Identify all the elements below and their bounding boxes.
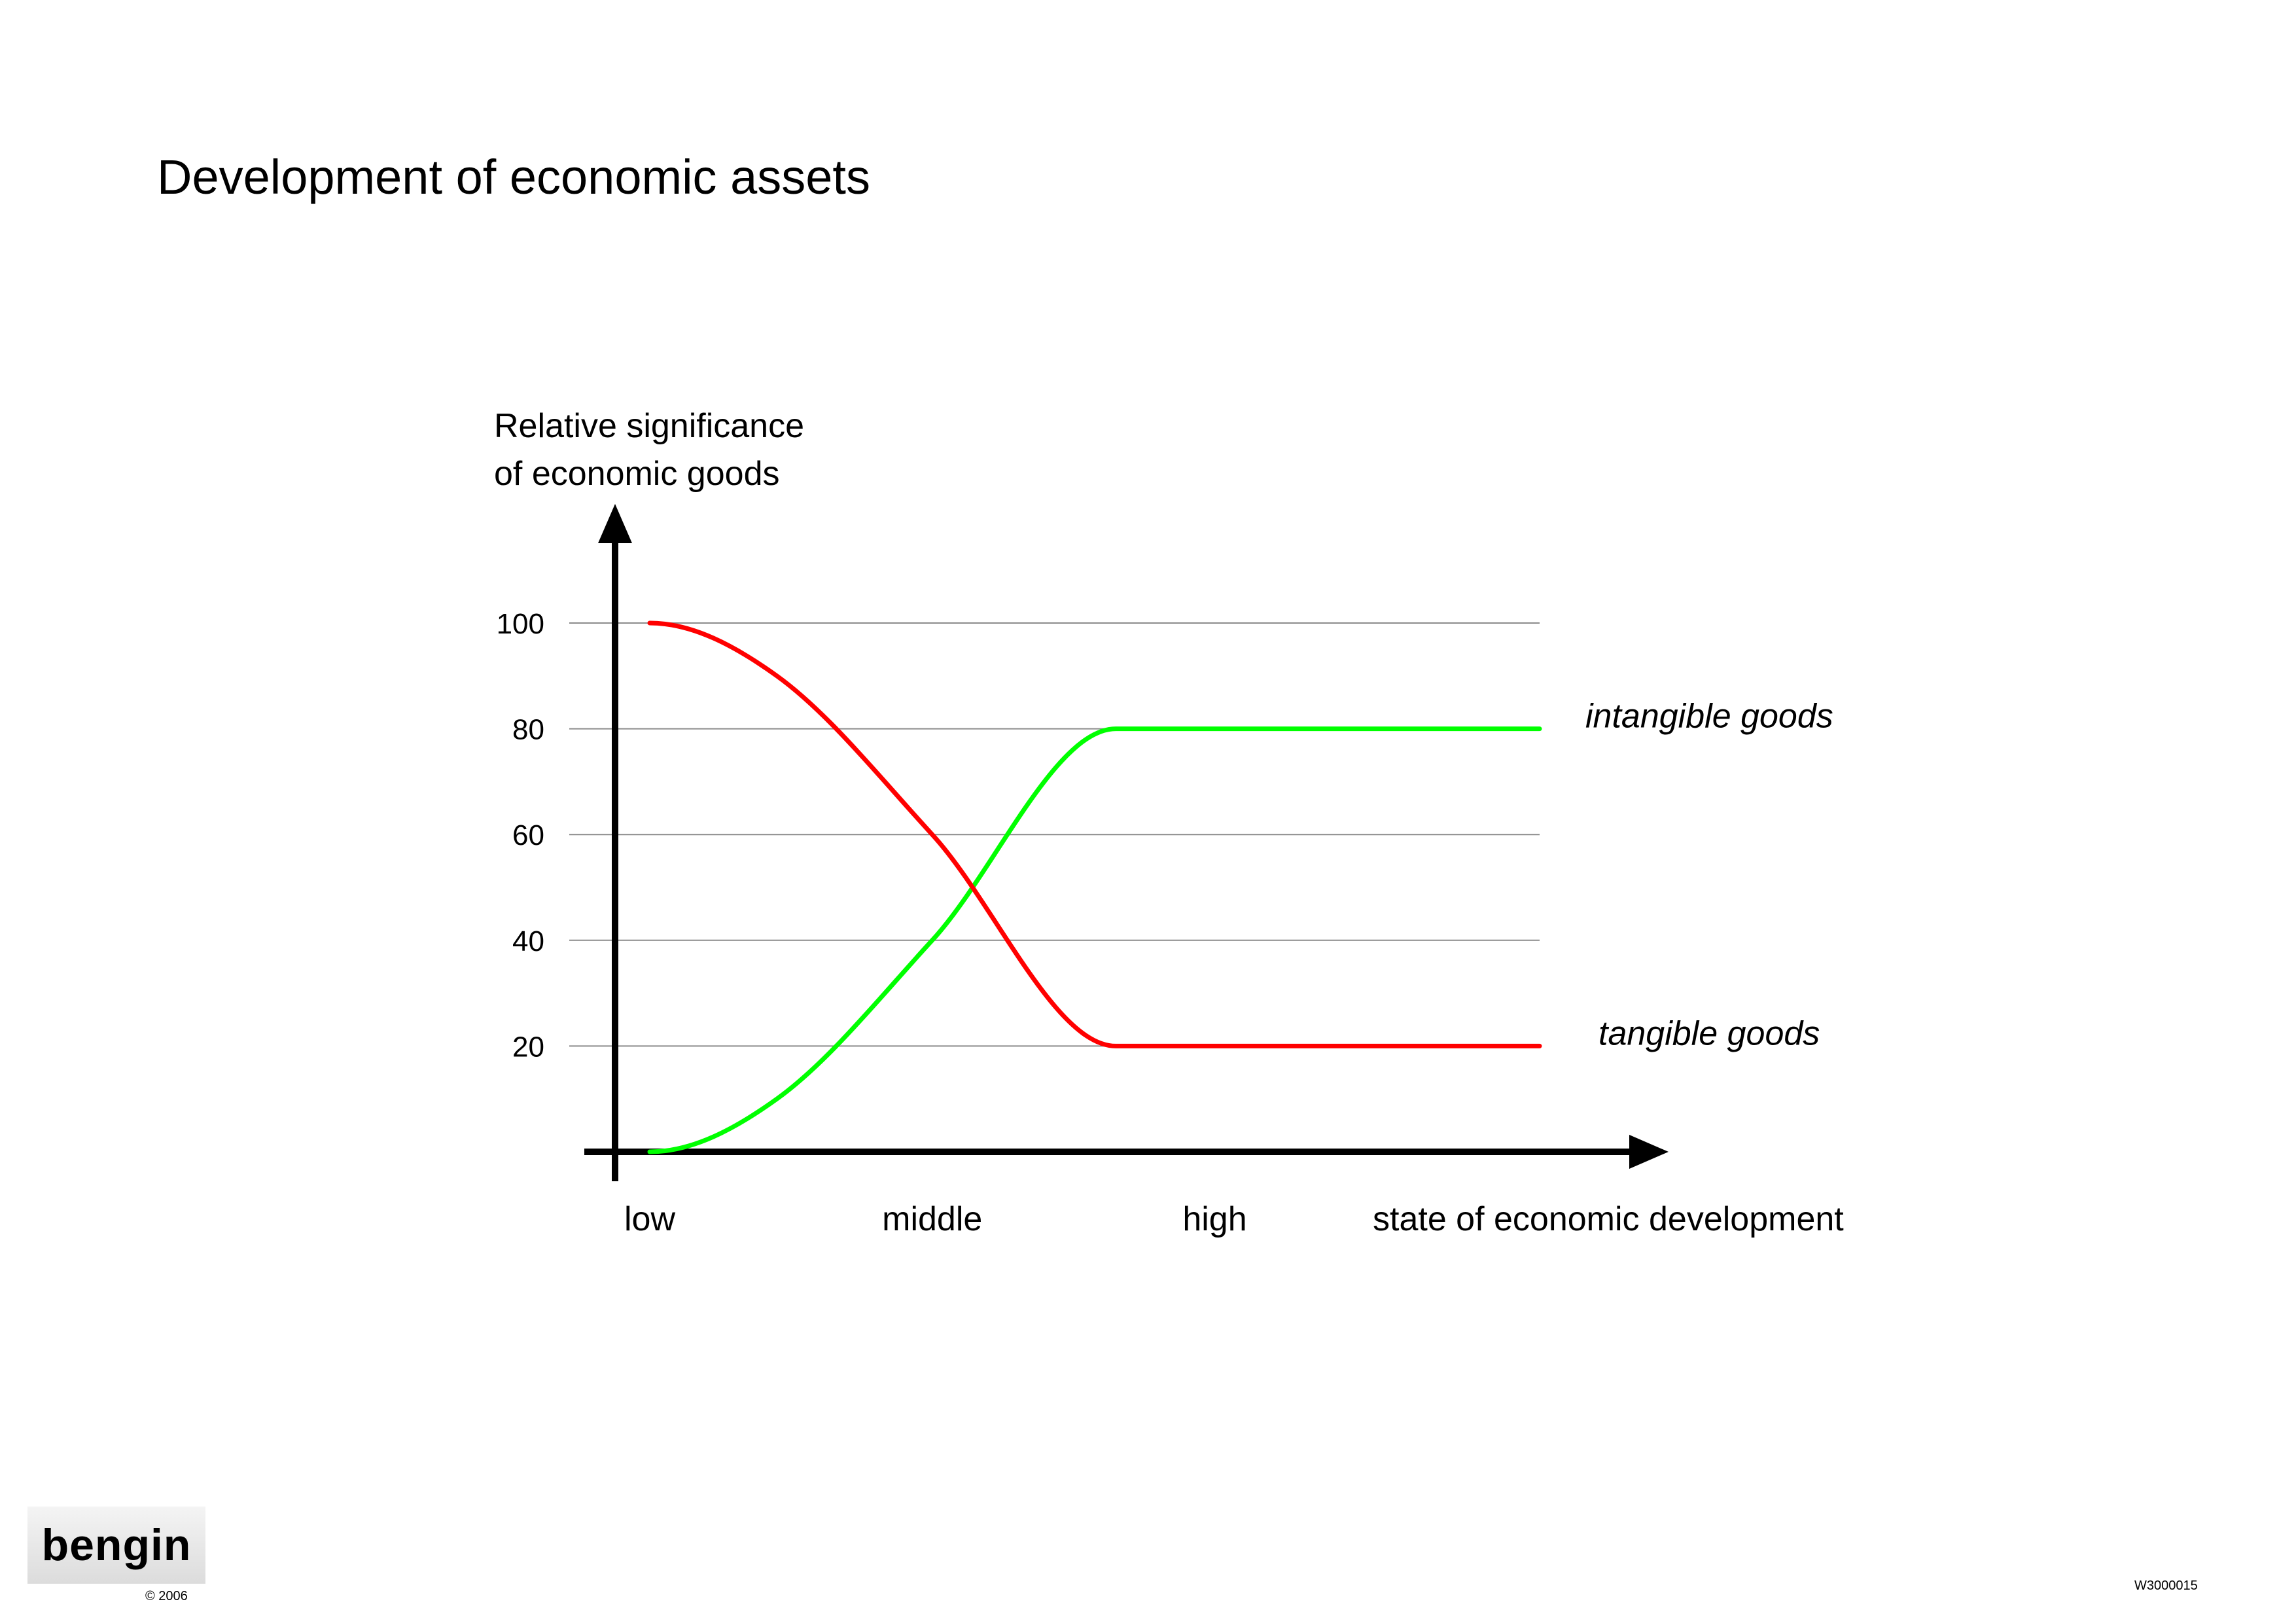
y-tick-label-100: 100 [497, 608, 544, 640]
y-axis-label: Relative significance of economic goods [494, 402, 804, 498]
y-axis-label-line-2: of economic goods [494, 455, 780, 493]
series-labels: intangible goods tangible goods [1585, 698, 1833, 1053]
series-line-tangible-goods [647, 620, 1542, 1048]
y-tick-label-40: 40 [512, 925, 544, 957]
series-label-tangible-goods: tangible goods [1598, 1014, 1820, 1052]
document-id: W3000015 [2134, 1578, 2198, 1593]
y-axis-label-line-1: Relative significance [494, 407, 805, 445]
x-tick-label-high: high [1182, 1200, 1246, 1238]
y-axis-arrow-icon [598, 504, 632, 543]
x-tick-labels: low middle high [624, 1200, 1247, 1238]
x-axis-arrow-icon [1629, 1135, 1669, 1169]
x-axis-label: state of economic development [1373, 1200, 1844, 1238]
y-tick-label-60: 60 [512, 819, 544, 851]
gridlines [569, 622, 1540, 1047]
x-tick-label-middle: middle [882, 1200, 982, 1238]
y-tick-label-80: 80 [512, 714, 544, 746]
series-label-intangible-goods: intangible goods [1585, 698, 1833, 736]
axes [584, 504, 1669, 1181]
series-line-intangible-goods [647, 726, 1542, 1154]
series-lines [647, 620, 1542, 1154]
y-tick-label-20: 20 [512, 1031, 544, 1063]
x-tick-label-low: low [624, 1200, 675, 1238]
y-tick-labels: 20 40 60 80 100 [497, 608, 544, 1063]
copyright-text: © 2006 [145, 1589, 188, 1603]
bengin-logo: bengin [27, 1507, 205, 1584]
page-title: Development of economic assets [157, 150, 870, 204]
